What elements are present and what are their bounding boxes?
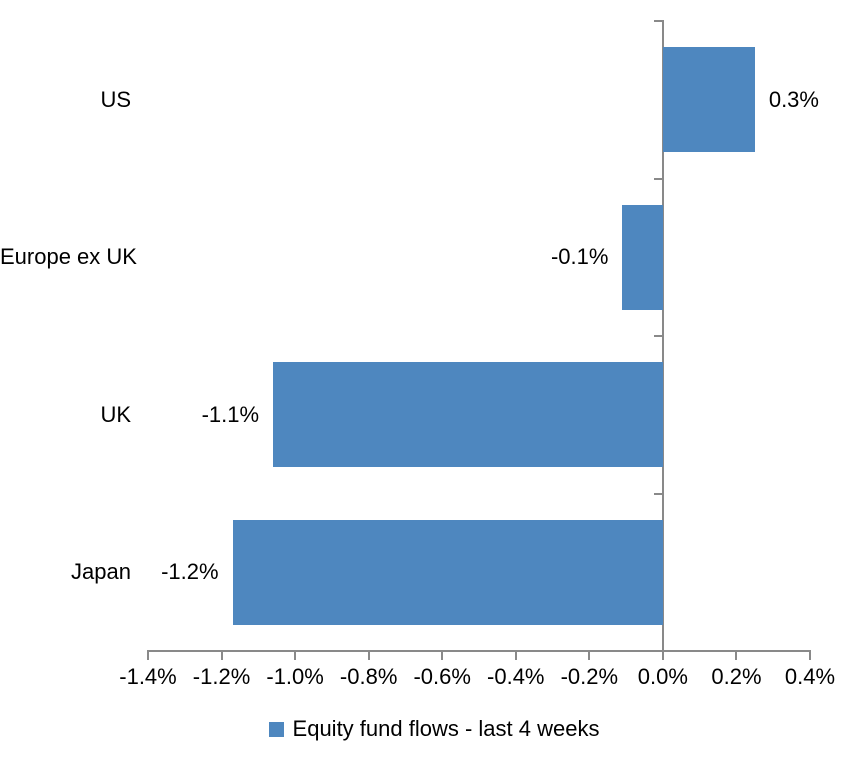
category-label: UK — [100, 401, 131, 427]
category-label: US — [100, 86, 131, 112]
x-tick-label: 0.4% — [784, 664, 836, 689]
x-tick — [147, 651, 149, 660]
legend-label: Equity fund flows - last 4 weeks — [292, 716, 600, 741]
x-tick-label: -1.2% — [192, 664, 251, 689]
legend-swatch-icon — [268, 721, 284, 737]
category-label: Japan — [71, 559, 131, 585]
x-tick — [220, 651, 223, 660]
x-axis-line — [147, 650, 811, 652]
x-tick — [294, 651, 297, 660]
x-tick-label: -1.0% — [266, 664, 324, 689]
x-tick — [367, 651, 370, 660]
category-label: Europe ex UK — [0, 244, 137, 270]
x-tick-label: 0.2% — [711, 664, 762, 689]
bar-data-label: 0.3% — [768, 86, 819, 112]
bar-data-label: -1.2% — [161, 559, 219, 585]
x-tick-label: -0.6% — [413, 664, 471, 689]
x-tick — [735, 651, 738, 660]
x-tick-label: -0.2% — [560, 664, 619, 689]
x-tick-label: 0.0% — [637, 664, 688, 689]
bar-uk — [273, 362, 663, 468]
x-tick — [661, 651, 664, 660]
category-tick — [653, 492, 662, 495]
x-tick-label: -0.4% — [487, 664, 545, 689]
category-tick — [653, 335, 662, 337]
bar-data-label: -1.1% — [201, 401, 260, 427]
x-tick-label: -0.8% — [339, 664, 398, 689]
category-tick — [653, 177, 662, 180]
x-tick — [514, 651, 517, 660]
bar-us — [662, 47, 755, 153]
bar-data-label: -0.1% — [550, 244, 609, 270]
x-tick — [441, 651, 444, 660]
zero-axis-line — [661, 20, 664, 660]
x-tick — [588, 651, 591, 660]
bar-europe-ex-uk — [622, 204, 663, 310]
x-tick — [809, 651, 811, 660]
legend: Equity fund flows - last 4 weeks — [8, 714, 852, 744]
bar-japan — [232, 519, 663, 625]
x-tick-label: -1.4% — [119, 664, 177, 689]
category-tick — [653, 20, 662, 22]
